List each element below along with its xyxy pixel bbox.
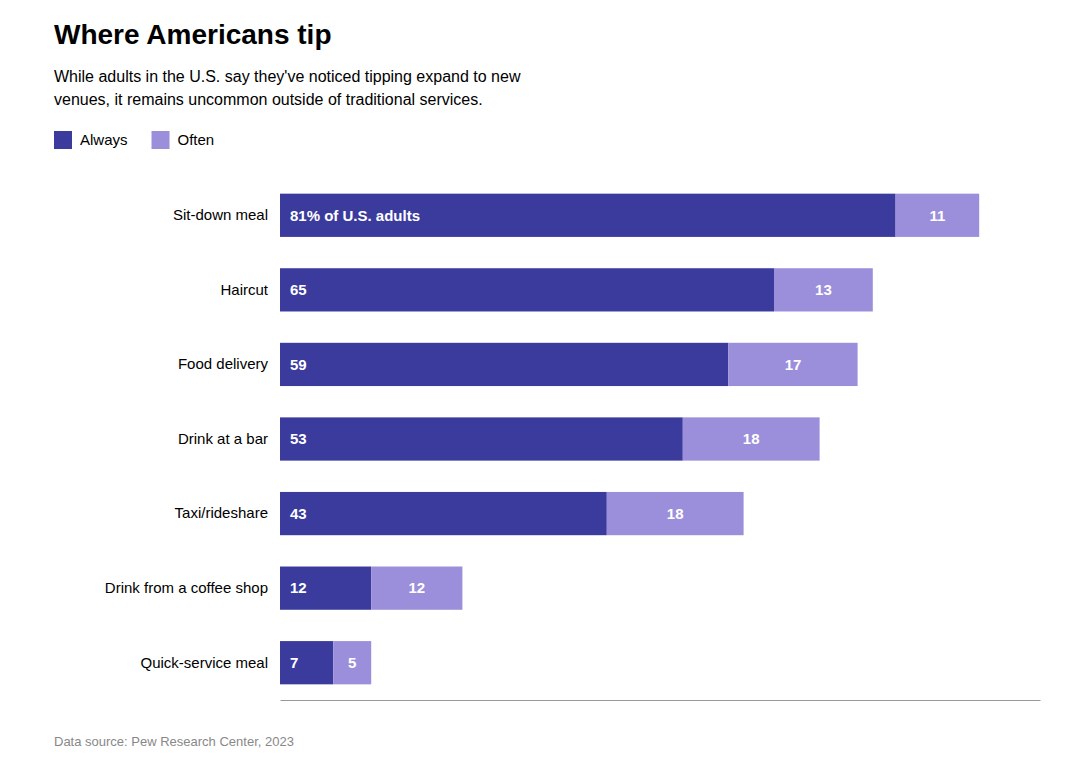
- y-axis: Sit-down meal Haircut Food delivery Drink a…: [105, 206, 269, 670]
- legend-label: Often: [178, 131, 215, 148]
- y-tick-label: Haircut: [220, 281, 268, 298]
- bars: [280, 194, 979, 685]
- y-tick: Quick-service meal: [140, 654, 268, 671]
- legend-swatch: [152, 131, 170, 149]
- legend: Always Often: [54, 131, 214, 149]
- bar: [607, 492, 744, 535]
- data-labels: 81% of U.S. adults 65 59 53 43 12 7 11 13 17 18 18 1…: [290, 207, 945, 671]
- plot-area: 81% of U.S. adults 65 59 53 43 12 7 11 13 17 18 18 1…: [105, 194, 1041, 701]
- bar: [280, 417, 683, 460]
- bar: [280, 567, 371, 610]
- y-tick: Sit-down meal: [173, 206, 268, 223]
- data-label: 12: [408, 579, 425, 596]
- y-tick-label: Drink from a coffee shop: [105, 579, 268, 596]
- bar: [280, 492, 607, 535]
- data-label: 12: [290, 579, 307, 596]
- data-label: 18: [667, 505, 684, 522]
- y-tick: Food delivery: [178, 355, 269, 372]
- x-axis: [281, 700, 1041, 701]
- bar: [728, 343, 857, 386]
- y-tick-label: Drink at a bar: [178, 430, 268, 447]
- y-tick-label: Quick-service meal: [140, 654, 268, 671]
- data-label: 53: [290, 430, 307, 447]
- data-label: 43: [290, 505, 307, 522]
- bar: [280, 641, 333, 684]
- data-label: 81% of U.S. adults: [290, 207, 420, 224]
- data-label: 5: [348, 654, 356, 671]
- legend-item: Often: [152, 131, 215, 149]
- bar: [280, 268, 774, 311]
- data-label: 11: [929, 207, 945, 224]
- y-tick: Haircut: [220, 281, 268, 298]
- y-tick-label: Sit-down meal: [173, 206, 268, 223]
- source: Data source: Pew Research Center, 2023: [54, 734, 294, 749]
- y-tick-label: Taxi/rideshare: [175, 504, 268, 521]
- data-label: 59: [290, 356, 307, 373]
- bar: [280, 343, 728, 386]
- bar-series: [280, 194, 896, 685]
- data-label: 13: [815, 281, 832, 298]
- data-label: 18: [743, 430, 760, 447]
- y-tick: Drink from a coffee shop: [105, 579, 268, 596]
- bar: [774, 268, 873, 311]
- bar: [333, 641, 371, 684]
- subtitle: While adults in the U.S. say they've not…: [54, 68, 521, 108]
- subtitle-line: venues, it remains uncommon outside of t…: [54, 91, 483, 108]
- legend-label: Always: [80, 131, 128, 148]
- bar-series: [333, 194, 979, 685]
- bar: [896, 194, 980, 237]
- chart: Where Americans tip While adults in the U…: [0, 0, 1080, 762]
- bar: [280, 194, 896, 237]
- y-tick: Drink at a bar: [178, 430, 268, 447]
- y-tick-label: Food delivery: [178, 355, 269, 372]
- data-label: 65: [290, 281, 307, 298]
- y-tick: Taxi/rideshare: [175, 504, 268, 521]
- bar: [683, 417, 820, 460]
- legend-swatch: [54, 131, 72, 149]
- title: Where Americans tip: [54, 19, 331, 50]
- subtitle-line: While adults in the U.S. say they've not…: [54, 68, 521, 85]
- bar: [371, 567, 462, 610]
- x-axis-line: [281, 700, 1041, 701]
- legend-item: Always: [54, 131, 128, 149]
- data-label: 17: [785, 356, 802, 373]
- data-label: 7: [290, 654, 298, 671]
